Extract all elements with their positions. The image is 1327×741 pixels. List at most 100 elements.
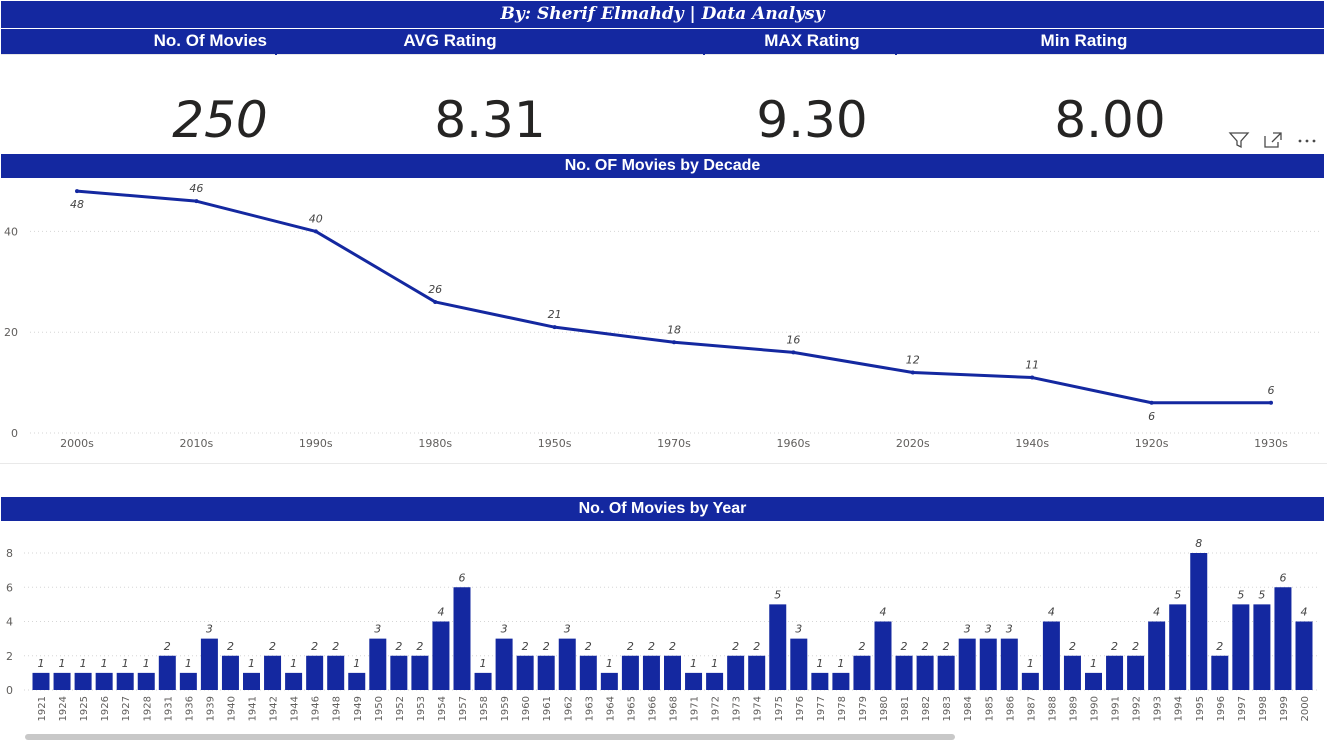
bar[interactable] (1021, 672, 1039, 690)
bar[interactable] (664, 655, 681, 690)
bar[interactable] (327, 655, 345, 690)
bar[interactable] (1232, 604, 1250, 690)
bar-data-label: 3 (374, 623, 381, 636)
bar-chart: 0 2 4 6 8 1 1921 1 1924 1 1925 1 1926 1 1927 1 1928 2 1931… (6, 537, 1320, 721)
bar[interactable] (348, 672, 366, 690)
bar[interactable] (221, 655, 239, 690)
bar[interactable] (158, 655, 176, 690)
bar[interactable] (1127, 655, 1145, 690)
bar[interactable] (74, 672, 92, 690)
bar-x-tick-label: 1961 (542, 696, 553, 721)
filter-icon[interactable] (1228, 130, 1250, 150)
bar[interactable] (1085, 672, 1102, 690)
line-x-tick-label: 1990s (299, 437, 333, 450)
bar[interactable] (895, 655, 913, 690)
bar[interactable] (1000, 638, 1018, 690)
bar[interactable] (495, 638, 513, 690)
bar[interactable] (411, 655, 429, 690)
bar[interactable] (1211, 655, 1229, 690)
bar[interactable] (453, 587, 471, 690)
bar[interactable] (537, 655, 555, 690)
bar[interactable] (369, 638, 387, 690)
bar[interactable] (706, 672, 724, 690)
line-x-tick-label: 2020s (896, 437, 930, 450)
bar[interactable] (600, 672, 618, 690)
bar[interactable] (979, 638, 997, 690)
report-title: By: Sherif Elmahdy | Data Analysy (1, 1, 1324, 28)
bar[interactable] (1253, 604, 1271, 690)
bar[interactable] (32, 672, 50, 690)
bar[interactable] (769, 604, 787, 690)
line-point[interactable] (313, 229, 318, 234)
line-y-tick-label: 20 (4, 326, 18, 339)
bar[interactable] (1063, 655, 1081, 690)
bar[interactable] (306, 655, 324, 690)
bar[interactable] (937, 655, 955, 690)
bar[interactable] (558, 638, 576, 690)
bar-x-tick-label: 1991 (1111, 696, 1122, 721)
bar[interactable] (853, 655, 871, 690)
bar[interactable] (53, 672, 71, 690)
bar-data-label: 2 (1111, 640, 1118, 653)
line-data-label: 46 (189, 182, 203, 195)
line-point[interactable] (1269, 400, 1273, 405)
bar[interactable] (1190, 553, 1208, 690)
line-point[interactable] (791, 350, 796, 355)
bar[interactable] (1042, 621, 1060, 691)
bar[interactable] (1274, 587, 1292, 690)
bar[interactable] (200, 638, 218, 690)
line-point[interactable] (433, 299, 438, 304)
bar-data-label: 4 (437, 606, 444, 619)
bar[interactable] (137, 672, 155, 690)
bar-x-tick-label: 1921 (37, 696, 48, 721)
bar[interactable] (516, 655, 534, 690)
bar[interactable] (790, 638, 808, 690)
bar[interactable] (579, 655, 597, 690)
bar-x-tick-label: 1941 (248, 696, 259, 721)
bar[interactable] (621, 655, 639, 690)
line-point[interactable] (194, 199, 199, 204)
bar[interactable] (285, 672, 303, 690)
visual-header-toolbar (1228, 128, 1323, 152)
bar[interactable] (1148, 621, 1166, 691)
bar[interactable] (95, 672, 113, 690)
bar[interactable] (832, 672, 850, 690)
bar[interactable] (116, 672, 134, 690)
bar[interactable] (916, 655, 934, 690)
bar-x-tick-label: 1986 (1005, 696, 1016, 721)
bar[interactable] (1295, 621, 1313, 691)
line-point[interactable] (1030, 375, 1035, 380)
bar[interactable] (1169, 604, 1187, 690)
bar-data-label: 1 (353, 657, 360, 670)
bar[interactable] (748, 655, 766, 690)
line-point[interactable] (552, 325, 557, 330)
bar[interactable] (390, 655, 408, 690)
bar-x-tick-label: 1974 (753, 696, 764, 721)
line-point[interactable] (910, 370, 915, 375)
kpi-avg-label: AVG Rating (277, 29, 703, 55)
line-series (76, 189, 1271, 405)
bar-x-tick-label: 1993 (1153, 696, 1164, 721)
bar[interactable] (1106, 655, 1124, 690)
bar[interactable] (685, 672, 703, 690)
bar[interactable] (474, 672, 492, 690)
bar-x-tick-label: 1989 (1068, 696, 1079, 721)
bar[interactable] (958, 638, 976, 690)
bar[interactable] (264, 655, 282, 690)
line-point[interactable] (1149, 400, 1154, 405)
line-point[interactable] (672, 340, 676, 345)
bar[interactable] (243, 672, 260, 690)
bar[interactable] (179, 672, 197, 690)
line-x-tick-label: 1970s (657, 437, 691, 450)
line-point[interactable] (75, 189, 79, 194)
focus-mode-icon[interactable] (1262, 130, 1284, 150)
bar[interactable] (432, 621, 450, 691)
bar-x-tick-label: 1954 (437, 696, 448, 721)
bar[interactable] (642, 655, 660, 690)
bar[interactable] (811, 672, 829, 690)
bar[interactable] (727, 655, 745, 690)
horizontal-scrollbar[interactable] (25, 734, 955, 740)
bar[interactable] (874, 621, 892, 691)
more-options-icon[interactable] (1296, 130, 1318, 150)
bar-data-label: 2 (164, 640, 171, 653)
